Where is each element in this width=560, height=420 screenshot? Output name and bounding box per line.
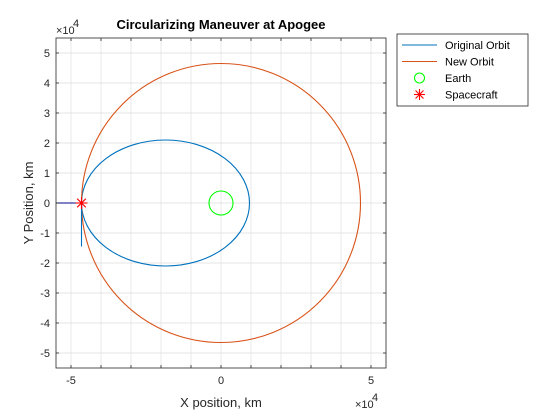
legend: Original Orbit New Orbit Earth Spacecraft bbox=[396, 33, 529, 107]
grid bbox=[56, 38, 386, 368]
plot-content bbox=[56, 62, 362, 344]
y-tick-label: 2 bbox=[44, 138, 50, 150]
y-axis-label: Y Position, km bbox=[21, 162, 36, 245]
y-exponent-power: 4 bbox=[73, 18, 79, 30]
x-exponent-base: ×10 bbox=[355, 399, 374, 411]
ticks bbox=[56, 38, 386, 368]
legend-swatch-spacecraft bbox=[414, 89, 425, 100]
y-tick-label: -2 bbox=[40, 258, 50, 270]
chart-title: Circularizing Maneuver at Apogee bbox=[116, 17, 325, 32]
y-tick-label: -4 bbox=[40, 318, 50, 330]
x-exponent-label: ×10 4 bbox=[355, 392, 378, 411]
legend-label-new-orbit: New Orbit bbox=[445, 57, 494, 69]
legend-swatch-earth bbox=[413, 72, 426, 84]
x-tick-label: 0 bbox=[218, 375, 224, 387]
legend-label-spacecraft: Spacecraft bbox=[445, 90, 498, 102]
y-tick-label: -3 bbox=[40, 288, 50, 300]
spacecraft-marker bbox=[75, 197, 88, 209]
earth-marker bbox=[208, 190, 234, 216]
y-tick-label: 1 bbox=[44, 168, 50, 180]
x-exponent-power: 4 bbox=[372, 392, 378, 404]
legend-label-earth: Earth bbox=[445, 73, 471, 85]
y-exponent-label: ×10 4 bbox=[56, 18, 79, 37]
legend-label-original-orbit: Original Orbit bbox=[445, 40, 510, 52]
y-tick-label: -5 bbox=[40, 348, 50, 360]
x-tick-label: -5 bbox=[66, 375, 76, 387]
y-tick-label: 3 bbox=[44, 108, 50, 120]
y-tick-label: 0 bbox=[44, 198, 50, 210]
y-tick-label: -1 bbox=[40, 228, 50, 240]
x-axis-label: X position, km bbox=[180, 395, 262, 410]
tick-labels: -5 0 5 -5 -4 -3 -2 -1 0 1 2 3 4 5 bbox=[40, 48, 374, 387]
y-exponent-base: ×10 bbox=[56, 25, 75, 37]
x-tick-label: 5 bbox=[368, 375, 374, 387]
y-tick-label: 4 bbox=[44, 78, 50, 90]
y-tick-label: 5 bbox=[44, 48, 50, 60]
